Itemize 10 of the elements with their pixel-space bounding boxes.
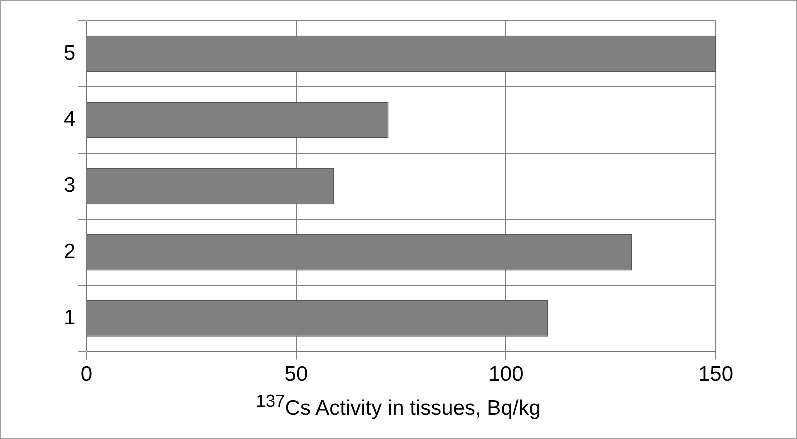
- x-tick-label: 150: [698, 363, 734, 386]
- x-tick-label: 0: [80, 363, 93, 386]
- y-tick-label: 1: [64, 306, 76, 330]
- x-tick-label: 100: [488, 363, 524, 386]
- y-tick-label: 2: [64, 240, 76, 264]
- y-tick-label: 5: [64, 42, 76, 65]
- x-axis-title: $^{137}$Cs Activity in tissues, Bq/kg: [255, 391, 542, 421]
- x-tick-label: 50: [284, 363, 308, 386]
- y-tick-label: 3: [64, 174, 76, 198]
- y-tick-label: 4: [64, 108, 76, 132]
